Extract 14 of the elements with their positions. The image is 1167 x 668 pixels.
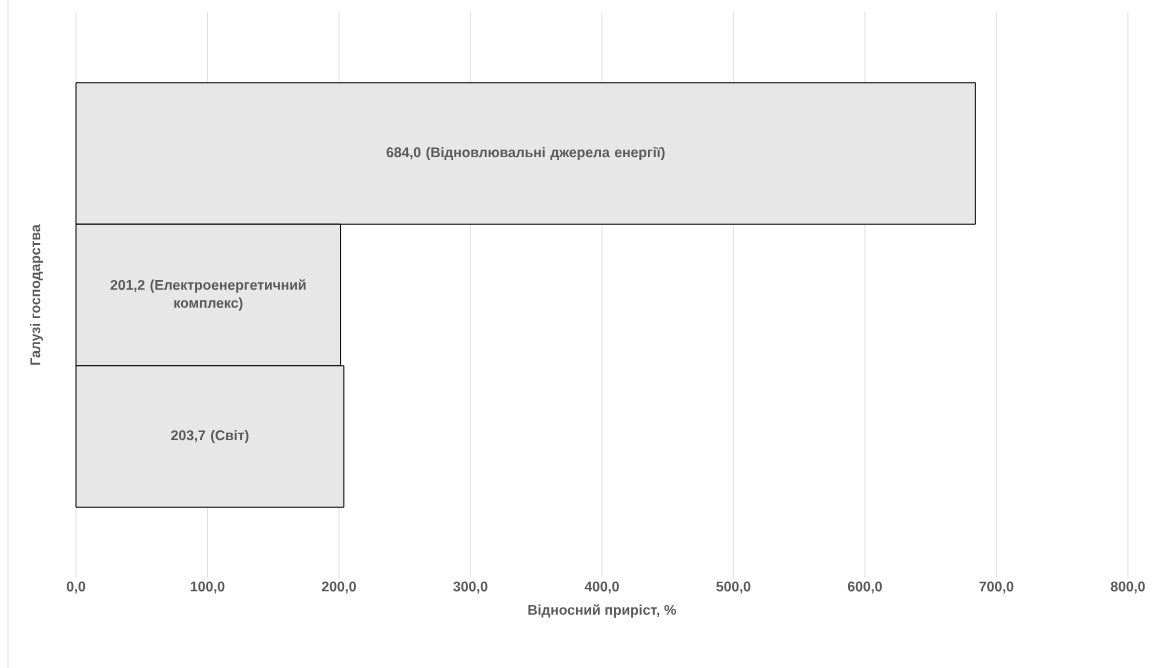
x-tick-label: 200,0 [321, 581, 356, 594]
x-tick-label: 300,0 [453, 581, 488, 594]
x-tick-label: 700,0 [979, 581, 1014, 594]
data-label: 203,7 (Світ) [171, 429, 249, 444]
x-tick-label: 400,0 [584, 581, 619, 594]
x-tick-label: 800,0 [1110, 581, 1145, 594]
data-label: 684,0 (Відновлювальні джерела енергії) [386, 146, 665, 161]
x-tick-label: 100,0 [190, 581, 225, 594]
y-axis-title: Галузі господарства [29, 224, 44, 365]
x-tick-label: 500,0 [716, 581, 751, 594]
x-tick-label: 600,0 [847, 581, 882, 594]
data-label: 201,2 (Електроенергетичний комплекс) [110, 279, 306, 311]
x-tick-label: 0,0 [66, 581, 86, 594]
x-axis-title: Відносний приріст, % [528, 604, 677, 618]
